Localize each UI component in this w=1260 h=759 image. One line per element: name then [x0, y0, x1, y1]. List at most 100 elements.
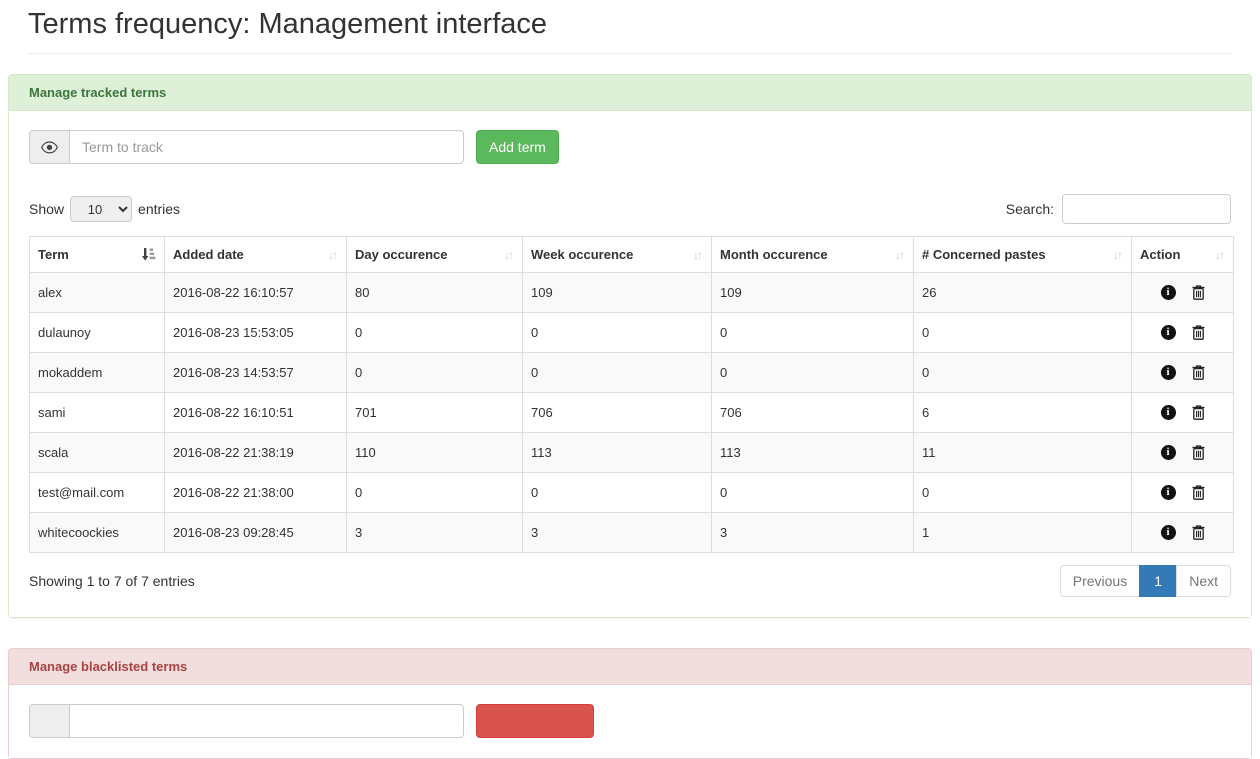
info-icon[interactable]: i [1160, 525, 1176, 540]
cell-month: 113 [711, 432, 914, 473]
pagination-previous-button[interactable]: Previous [1059, 565, 1141, 597]
info-icon[interactable]: i [1160, 485, 1176, 500]
cell-term: dulaunoy [29, 312, 165, 353]
cell-week: 706 [522, 392, 712, 433]
tracked-terms-panel-heading: Manage tracked terms [9, 75, 1251, 111]
table-row: mokaddem 2016-08-23 14:53:57 0 0 0 0 i [29, 352, 1234, 393]
pagination-next-button[interactable]: Next [1176, 565, 1231, 597]
blacklisted-terms-panel-body [9, 685, 1251, 758]
info-icon[interactable]: i [1160, 285, 1176, 300]
cell-day: 80 [346, 272, 523, 313]
datatable-controls: Show 10 entries Search: [29, 194, 1231, 224]
table-row: alex 2016-08-22 16:10:57 80 109 109 26 i [29, 272, 1234, 313]
column-header-concerned-pastes[interactable]: # Concerned pastes ↓↑ [913, 236, 1132, 273]
blacklist-term-input[interactable] [69, 704, 464, 738]
blacklist-term-button[interactable] [476, 704, 594, 738]
page-header: Terms frequency: Management interface [28, 0, 1232, 54]
info-icon[interactable]: i [1160, 365, 1176, 380]
cell-action: i [1131, 392, 1234, 433]
trash-icon[interactable] [1192, 325, 1205, 340]
search-input[interactable] [1062, 194, 1231, 224]
page-length-control: Show 10 entries [29, 196, 180, 222]
tracked-terms-table: Term [29, 236, 1234, 553]
cell-week: 3 [522, 512, 712, 553]
cell-added: 2016-08-23 15:53:05 [164, 312, 347, 353]
sort-both-icon: ↓↑ [895, 247, 905, 262]
cell-month: 0 [711, 312, 914, 353]
page-length-select[interactable]: 10 [70, 196, 133, 222]
cell-week: 109 [522, 272, 712, 313]
cell-term: mokaddem [29, 352, 165, 393]
tracked-terms-panel: Manage tracked terms Add term Show [8, 74, 1252, 618]
cell-day: 3 [346, 512, 523, 553]
column-header-added-date[interactable]: Added date ↓↑ [164, 236, 347, 273]
term-to-track-input[interactable] [69, 130, 464, 164]
sort-both-icon: ↓↑ [1215, 247, 1225, 262]
cell-added: 2016-08-22 21:38:00 [164, 472, 347, 513]
cell-added: 2016-08-23 14:53:57 [164, 352, 347, 393]
cell-month: 706 [711, 392, 914, 433]
cell-week: 0 [522, 352, 712, 393]
cell-action: i [1131, 352, 1234, 393]
trash-icon[interactable] [1192, 285, 1205, 300]
datatable-footer: Showing 1 to 7 of 7 entries Previous 1 N… [29, 565, 1231, 597]
cell-pastes: 1 [913, 512, 1132, 553]
info-icon[interactable]: i [1160, 325, 1176, 340]
column-header-term[interactable]: Term [29, 236, 165, 273]
info-icon[interactable]: i [1160, 445, 1176, 460]
blacklisted-terms-panel: Manage blacklisted terms [8, 648, 1252, 759]
cell-pastes: 26 [913, 272, 1132, 313]
trash-icon[interactable] [1192, 365, 1205, 380]
cell-month: 109 [711, 272, 914, 313]
cell-term: whitecoockies [29, 512, 165, 553]
cell-added: 2016-08-22 16:10:51 [164, 392, 347, 433]
table-row: scala 2016-08-22 21:38:19 110 113 113 11 i [29, 432, 1234, 473]
tracked-terms-panel-body: Add term Show 10 entries Search: [9, 111, 1251, 617]
trash-icon[interactable] [1192, 405, 1205, 420]
cell-action: i [1131, 512, 1234, 553]
table-row: test@mail.com 2016-08-22 21:38:00 0 0 0 0 i [29, 472, 1234, 513]
trash-icon[interactable] [1192, 525, 1205, 540]
cell-term: sami [29, 392, 165, 433]
blacklisted-terms-panel-heading: Manage blacklisted terms [9, 649, 1251, 685]
cell-day: 0 [346, 312, 523, 353]
pagination: Previous 1 Next [1059, 565, 1231, 597]
cell-pastes: 0 [913, 352, 1132, 393]
blacklist-input-group [29, 704, 464, 738]
page-title: Terms frequency: Management interface [28, 8, 548, 40]
cell-pastes: 0 [913, 312, 1132, 353]
cell-action: i [1131, 472, 1234, 513]
search-control: Search: [1006, 194, 1231, 224]
sort-both-icon: ↓↑ [504, 247, 514, 262]
info-icon[interactable]: i [1160, 405, 1176, 420]
column-header-action[interactable]: Action ↓↑ [1131, 236, 1234, 273]
column-header-day-occurence[interactable]: Day occurence ↓↑ [346, 236, 523, 273]
sort-both-icon: ↓↑ [1113, 247, 1123, 262]
cell-action: i [1131, 312, 1234, 353]
cell-added: 2016-08-22 16:10:57 [164, 272, 347, 313]
search-label: Search: [1005, 201, 1054, 217]
cell-term: test@mail.com [29, 472, 165, 513]
add-term-button[interactable]: Add term [476, 130, 559, 164]
cell-week: 0 [522, 312, 712, 353]
table-row: whitecoockies 2016-08-23 09:28:45 3 3 3 1 i [29, 512, 1234, 553]
cell-week: 113 [522, 432, 712, 473]
add-blacklist-row [29, 704, 1231, 738]
blacklist-addon-icon [29, 704, 69, 738]
cell-week: 0 [522, 472, 712, 513]
trash-icon[interactable] [1192, 485, 1205, 500]
column-header-week-occurence[interactable]: Week occurence ↓↑ [522, 236, 712, 273]
trash-icon[interactable] [1192, 445, 1205, 460]
cell-day: 701 [346, 392, 523, 433]
sort-both-icon: ↓↑ [328, 247, 338, 262]
table-row: sami 2016-08-22 16:10:51 701 706 706 6 i [29, 392, 1234, 433]
pagination-page-1-button[interactable]: 1 [1139, 565, 1178, 597]
cell-added: 2016-08-22 21:38:19 [164, 432, 347, 473]
cell-day: 110 [346, 432, 523, 473]
column-header-month-occurence[interactable]: Month occurence ↓↑ [711, 236, 914, 273]
table-info-text: Showing 1 to 7 of 7 entries [29, 573, 195, 589]
cell-month: 0 [711, 352, 914, 393]
cell-term: scala [29, 432, 165, 473]
cell-month: 0 [711, 472, 914, 513]
cell-day: 0 [346, 472, 523, 513]
